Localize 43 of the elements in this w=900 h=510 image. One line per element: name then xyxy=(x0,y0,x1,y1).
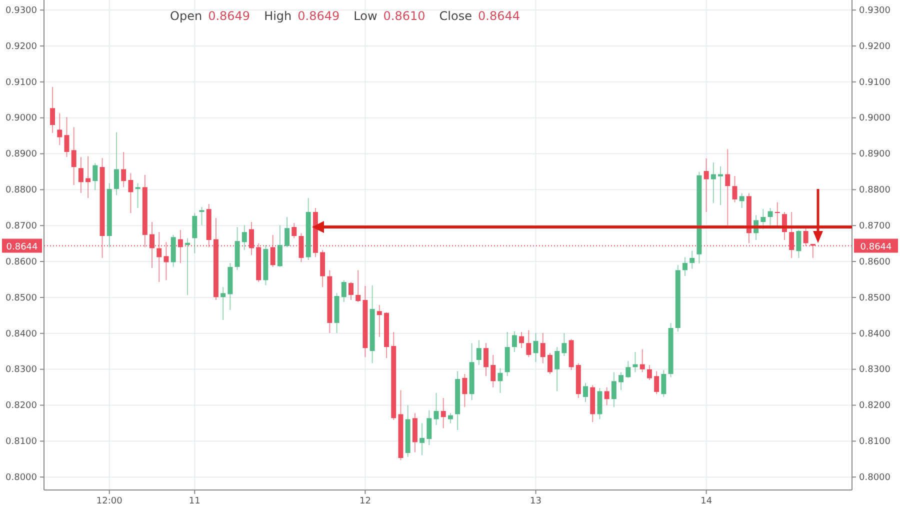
y2-tick-label: 0.8100 xyxy=(859,437,891,448)
y2-tick-label: 0.8700 xyxy=(859,221,891,232)
y2-tick-label: 0.8800 xyxy=(859,186,891,196)
y2-tick-label: 0.8200 xyxy=(859,401,891,412)
y-tick-label: 0.8600 xyxy=(6,257,38,268)
y-tick-label: 0.8300 xyxy=(6,365,38,376)
y-tick-label: 0.9000 xyxy=(6,114,38,124)
y2-tick-label: 0.9100 xyxy=(859,78,891,88)
annotation: 0.8610 xyxy=(383,9,426,23)
annotation: 0.8649 xyxy=(298,9,340,23)
y2-tick-label: 0.8300 xyxy=(859,365,891,376)
y2-tick-label: 0.8500 xyxy=(859,293,891,304)
annotation: Close xyxy=(439,9,472,23)
annotation: Open xyxy=(170,9,202,23)
y-tick-label: 0.9300 xyxy=(6,6,38,16)
y-tick-label: 0.8400 xyxy=(6,329,38,340)
annotation: Low xyxy=(354,9,378,23)
y2-tick-label: 0.9300 xyxy=(859,6,891,16)
ref-line-label: 0.8644 xyxy=(6,242,38,253)
y-tick-label: 0.9100 xyxy=(6,78,38,88)
y2-tick-label: 0.8400 xyxy=(859,329,891,340)
y-tick-label: 0.8700 xyxy=(6,221,38,232)
x-tick-label: 12 xyxy=(359,496,371,506)
y-tick-label: 0.8200 xyxy=(6,401,38,412)
y-tick-label: 0.8000 xyxy=(6,472,38,483)
x-tick-label: 14 xyxy=(700,496,712,506)
y2-tick-label: 0.8900 xyxy=(859,150,891,160)
annotation: 0.8649 xyxy=(208,9,250,23)
y-tick-label: 0.8900 xyxy=(6,150,38,160)
y-tick-label: 0.9200 xyxy=(6,42,38,52)
x-tick-label: 13 xyxy=(530,496,542,506)
y2-tick-label: 0.9000 xyxy=(859,114,891,124)
annotation: 0.8644 xyxy=(478,9,520,23)
y2-tick-label: 0.8000 xyxy=(859,472,891,483)
x-tick-label: 12:00 xyxy=(96,496,123,506)
y-tick-label: 0.8500 xyxy=(6,293,38,304)
annotation: High xyxy=(264,9,292,23)
y-tick-label: 0.8800 xyxy=(6,186,38,196)
y2-tick-label: 0.8600 xyxy=(859,257,891,268)
x-tick-label: 11 xyxy=(188,496,200,506)
y-tick-label: 0.8100 xyxy=(6,437,38,448)
text: 0.8644 xyxy=(860,242,892,253)
y2-tick-label: 0.9200 xyxy=(859,42,891,52)
